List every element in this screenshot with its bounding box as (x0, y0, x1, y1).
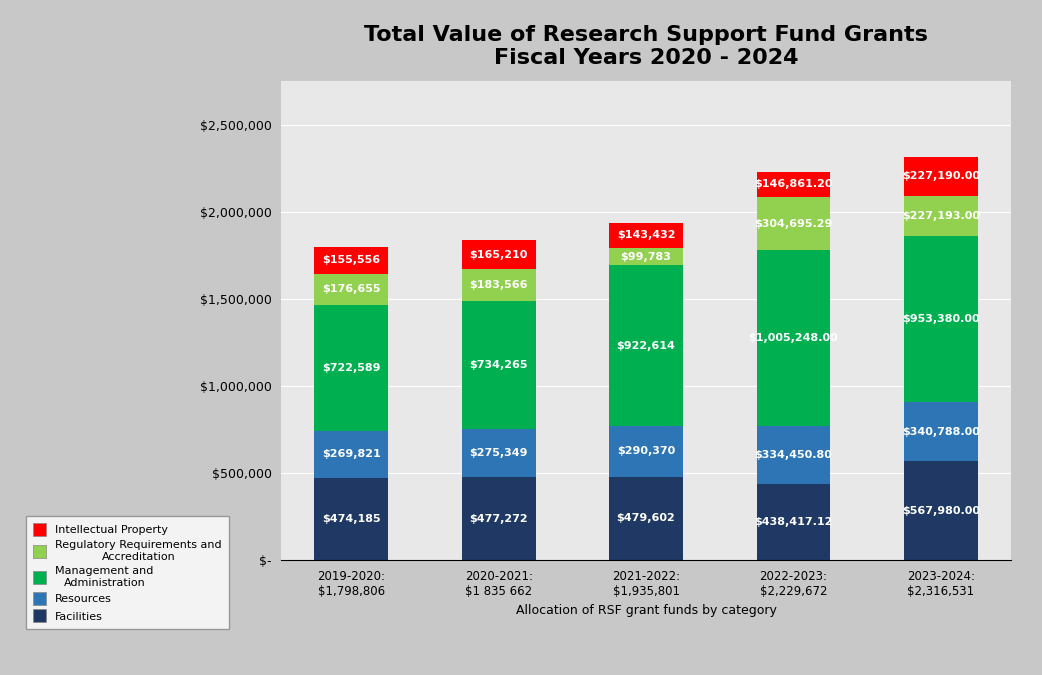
Bar (462, 240, 536, 269)
Bar (610, 426, 683, 477)
Text: $275,349: $275,349 (470, 448, 528, 458)
Bar (610, 248, 683, 265)
Bar (903, 402, 977, 461)
Bar (756, 425, 830, 484)
Text: $567,980.00: $567,980.00 (901, 506, 979, 516)
Text: $304,695.29: $304,695.29 (754, 219, 833, 229)
Text: $176,655: $176,655 (322, 284, 380, 294)
Bar (462, 477, 536, 560)
Bar (315, 478, 389, 560)
Bar (903, 236, 977, 402)
Bar (756, 171, 830, 197)
Text: $1,005,248.00: $1,005,248.00 (748, 333, 838, 343)
Text: $953,380.00: $953,380.00 (902, 314, 979, 324)
Text: $269,821: $269,821 (322, 449, 380, 459)
Bar (315, 274, 389, 304)
Title: Total Value of Research Support Fund Grants
Fiscal Years 2020 - 2024: Total Value of Research Support Fund Gra… (364, 25, 928, 68)
Text: $227,190.00: $227,190.00 (901, 171, 979, 182)
Bar (462, 429, 536, 477)
Bar (903, 196, 977, 236)
Text: $290,370: $290,370 (617, 446, 675, 456)
Text: $227,193.00: $227,193.00 (901, 211, 979, 221)
Bar (462, 269, 536, 301)
Text: $165,210: $165,210 (470, 250, 528, 260)
Text: $722,589: $722,589 (322, 362, 380, 373)
Bar (610, 477, 683, 560)
Bar (756, 197, 830, 250)
Text: $99,783: $99,783 (621, 252, 671, 262)
Text: $155,556: $155,556 (322, 255, 380, 265)
X-axis label: Allocation of RSF grant funds by category: Allocation of RSF grant funds by categor… (516, 603, 776, 616)
Bar (315, 247, 389, 274)
Text: $334,450.80: $334,450.80 (754, 450, 833, 460)
Text: $479,602: $479,602 (617, 514, 675, 523)
Bar (315, 304, 389, 431)
Bar (903, 461, 977, 560)
Text: $474,185: $474,185 (322, 514, 380, 524)
Text: $438,417.12: $438,417.12 (754, 517, 833, 527)
Bar (756, 484, 830, 560)
Bar (315, 431, 389, 478)
Text: $922,614: $922,614 (617, 341, 675, 351)
Text: $340,788.00: $340,788.00 (901, 427, 979, 437)
Text: $477,272: $477,272 (469, 514, 528, 524)
Bar (756, 250, 830, 425)
Text: $183,566: $183,566 (470, 280, 528, 290)
Text: $734,265: $734,265 (470, 360, 528, 370)
Bar (610, 223, 683, 248)
Bar (610, 265, 683, 426)
Bar (462, 301, 536, 429)
Legend: Intellectual Property, Regulatory Requirements and
Accreditation, Management and: Intellectual Property, Regulatory Requir… (26, 516, 228, 629)
Text: $143,432: $143,432 (617, 230, 675, 240)
Bar (903, 157, 977, 196)
Text: $146,861.20: $146,861.20 (754, 180, 833, 190)
